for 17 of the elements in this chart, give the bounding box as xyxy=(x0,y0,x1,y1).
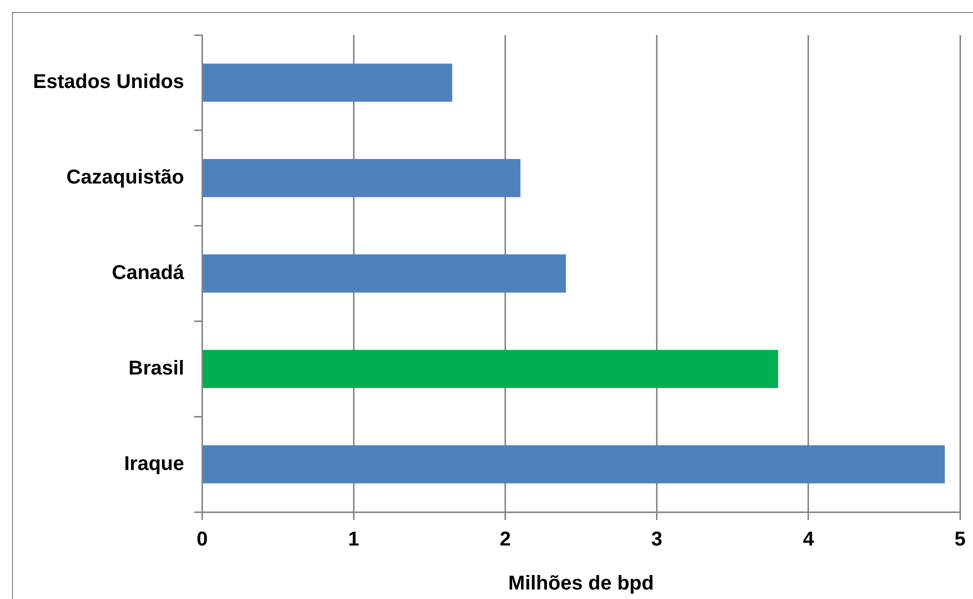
bar xyxy=(202,159,520,198)
x-tick-label: 4 xyxy=(802,528,815,551)
x-tick-label: 0 xyxy=(196,528,208,551)
bar xyxy=(202,350,778,388)
bar xyxy=(202,445,945,484)
x-tick-label: 3 xyxy=(651,528,662,551)
y-tick-label: Estados Unidos xyxy=(32,71,184,94)
x-tick-label: 5 xyxy=(954,528,966,551)
x-tick-label: 2 xyxy=(500,528,511,551)
y-tick-label: Canadá xyxy=(112,262,186,284)
x-axis-title: Milhões de bpd xyxy=(508,572,654,595)
bar xyxy=(202,64,452,102)
y-tick-label: Cazaquistão xyxy=(66,166,184,189)
y-tick-label: Brasil xyxy=(128,357,184,380)
y-tick-label: Iraque xyxy=(124,452,184,475)
x-tick-label: 1 xyxy=(348,528,360,551)
bar xyxy=(202,254,566,293)
